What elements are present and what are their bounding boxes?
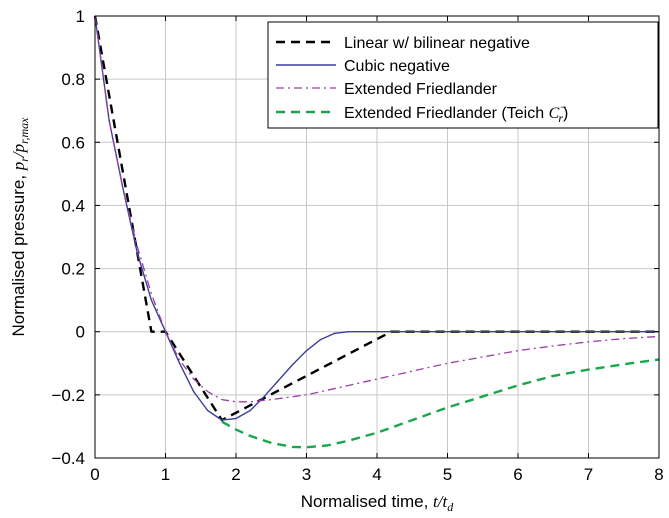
x-tick-label: 0 [90,465,99,484]
y-axis-label-sub1: r [17,157,31,162]
y-tick-label: 0.8 [61,70,85,89]
legend-label-teich-sub: r [558,111,563,125]
series-line-cubic [94,15,659,421]
y-axis-label-sep: /p [9,144,28,158]
legend-label-teich: Extended Friedlander (Teich C− r) [344,100,568,125]
x-tick-label: 4 [372,465,381,484]
legend-label-cubic: Cubic negative [344,58,450,75]
legend-label-teich-tail: ) [563,105,568,122]
y-tick-label: 0 [76,323,85,342]
x-axis-label: Normalised time, t/td [301,492,454,514]
y-tick-label: 0.2 [61,260,85,279]
x-tick-label: 8 [654,465,663,484]
x-axis-label-math: t/t [433,492,448,511]
y-tick-label: 0.4 [61,196,85,215]
y-tick-label: −0.4 [51,449,85,468]
tick-labels: 0 1 2 3 4 5 6 7 8 −0.4 −0.2 0 0.2 0.4 0.6 0.8 1 [51,7,663,484]
x-axis-label-text: Normalised time, [301,492,433,511]
x-axis-label-sub: d [447,500,454,514]
legend-label-linear: Linear w/ bilinear negative [344,35,530,52]
series-line-friedlander [94,15,660,403]
y-tick-label: 0.6 [61,133,85,152]
series-line-teich [221,358,660,449]
legend-label-teich-math: C [549,105,560,122]
legend-label-teich-text: Extended Friedlander (Teich [344,105,549,122]
y-axis-label-text: Normalised pressure, [9,170,28,336]
x-tick-label: 1 [161,465,170,484]
legend-label-friedlander: Extended Friedlander [344,81,498,98]
y-axis-label: Normalised pressure, pr/pr,max [9,117,31,337]
y-axis-label-sub2: r,max [17,117,31,144]
x-tick-label: 6 [513,465,522,484]
x-tick-label: 2 [231,465,240,484]
y-axis-label-math: p [9,162,28,172]
x-tick-label: 7 [584,465,593,484]
legend-box [267,21,659,129]
x-tick-label: 5 [443,465,452,484]
y-tick-label: −0.2 [51,386,85,405]
series-layer [93,15,660,449]
legend: Linear w/ bilinear negative Cubic negati… [267,21,659,129]
y-tick-label: 1 [76,7,85,26]
legend-label-teich-sup: − [559,100,567,114]
x-tick-label: 3 [302,465,311,484]
